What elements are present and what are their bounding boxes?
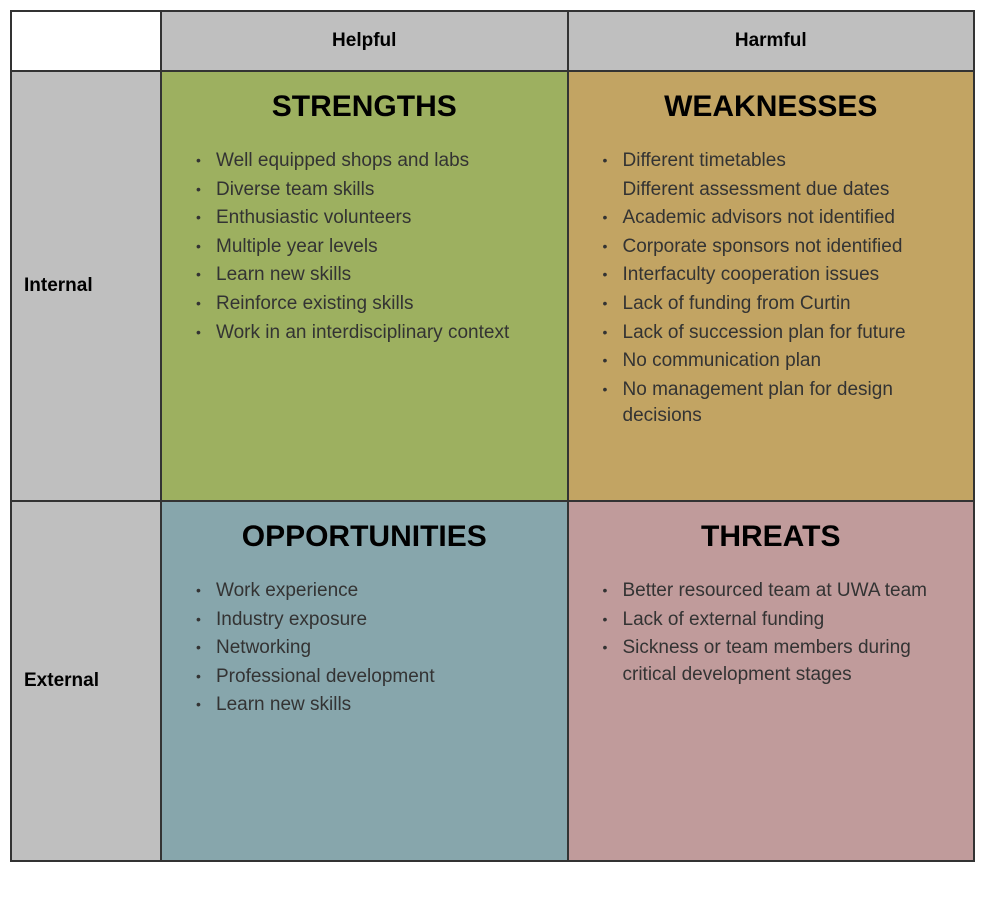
list-item: Industry exposure	[192, 607, 543, 634]
list-item: Lack of funding from Curtin	[599, 291, 950, 318]
list-item: Work experience	[192, 578, 543, 605]
swot-matrix: Helpful Harmful Internal STRENGTHS Well …	[10, 10, 975, 862]
list-item: Academic advisors not identified	[599, 205, 950, 232]
list-item: No management plan for design decisions	[599, 377, 950, 430]
row-header-external: External	[11, 501, 161, 861]
list-item: Corporate sponsors not identified	[599, 234, 950, 261]
threats-list: Better resourced team at UWA teamLack of…	[593, 578, 950, 688]
list-item: Learn new skills	[192, 262, 543, 289]
quadrant-opportunities: OPPORTUNITIES Work experienceIndustry ex…	[161, 501, 568, 861]
quadrant-title-weaknesses: WEAKNESSES	[593, 90, 950, 124]
list-item: Enthusiastic volunteers	[192, 205, 543, 232]
opportunities-list: Work experienceIndustry exposureNetworki…	[186, 578, 543, 719]
quadrant-strengths: STRENGTHS Well equipped shops and labsDi…	[161, 71, 568, 501]
column-header-helpful: Helpful	[161, 11, 568, 71]
list-item: Multiple year levels	[192, 234, 543, 261]
list-item: Better resourced team at UWA team	[599, 578, 950, 605]
list-item: Work in an interdisciplinary context	[192, 320, 543, 347]
list-item: Well equipped shops and labs	[192, 148, 543, 175]
quadrant-title-opportunities: OPPORTUNITIES	[186, 520, 543, 554]
list-item: Professional development	[192, 664, 543, 691]
list-item: Learn new skills	[192, 692, 543, 719]
list-item: Lack of external funding	[599, 607, 950, 634]
weaknesses-list: Different timetablesDifferent assessment…	[593, 148, 950, 430]
quadrant-weaknesses: WEAKNESSES Different timetablesDifferent…	[568, 71, 975, 501]
quadrant-threats: THREATS Better resourced team at UWA tea…	[568, 501, 975, 861]
list-item: Interfaculty cooperation issues	[599, 262, 950, 289]
list-item: No communication plan	[599, 348, 950, 375]
list-item: Networking	[192, 635, 543, 662]
strengths-list: Well equipped shops and labsDiverse team…	[186, 148, 543, 346]
list-item: Reinforce existing skills	[192, 291, 543, 318]
corner-cell	[11, 11, 161, 71]
list-item: Sickness or team members during critical…	[599, 635, 950, 688]
list-item: Different assessment due dates	[599, 177, 950, 204]
column-header-harmful: Harmful	[568, 11, 975, 71]
list-item: Different timetables	[599, 148, 950, 175]
list-item: Diverse team skills	[192, 177, 543, 204]
row-header-internal: Internal	[11, 71, 161, 501]
quadrant-title-threats: THREATS	[593, 520, 950, 554]
quadrant-title-strengths: STRENGTHS	[186, 90, 543, 124]
list-item: Lack of succession plan for future	[599, 320, 950, 347]
